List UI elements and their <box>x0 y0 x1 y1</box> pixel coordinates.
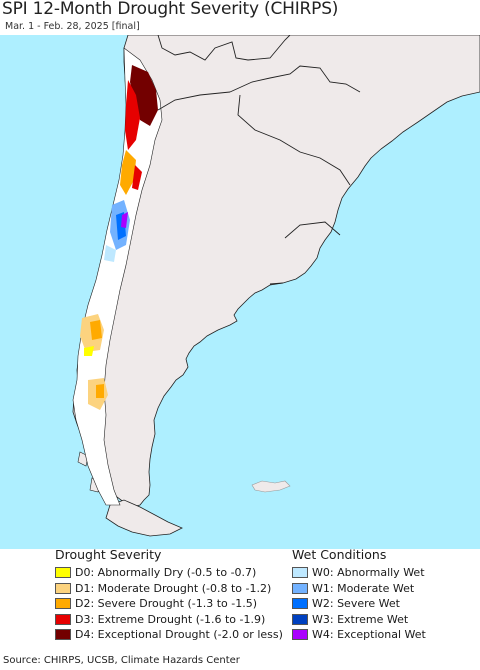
drought-map <box>0 34 480 549</box>
legend-label-d4: D4: Exceptional Drought (-2.0 or less) <box>75 628 283 642</box>
swatch-d3 <box>55 613 71 625</box>
legend-item-w4: W4: Exceptional Wet <box>292 627 426 643</box>
patch-w4 <box>121 212 128 228</box>
legend-item-w3: W3: Extreme Wet <box>292 612 426 628</box>
legend-item-w1: W1: Moderate Wet <box>292 581 426 597</box>
swatch-w1 <box>292 582 308 594</box>
patch-d3-mid <box>132 165 142 190</box>
land-tierra-del-fuego <box>105 499 183 537</box>
legend-label-w2: W2: Severe Wet <box>312 597 400 611</box>
patch-d3-north <box>125 80 140 150</box>
patch-d2-south <box>90 320 102 340</box>
patch-d4-north <box>130 65 158 126</box>
legend-drought: Drought Severity D0: Abnormally Dry (-0.… <box>55 547 283 643</box>
legend-label-w3: W3: Extreme Wet <box>312 612 409 626</box>
swatch-w3 <box>292 613 308 625</box>
map-subtitle: Mar. 1 - Feb. 28, 2025 [final] <box>5 21 140 32</box>
legend-wet-heading: Wet Conditions <box>292 547 387 562</box>
legend-item-d0: D0: Abnormally Dry (-0.5 to -0.7) <box>55 565 283 581</box>
swatch-d0 <box>55 567 71 579</box>
legend-label-w4: W4: Exceptional Wet <box>312 628 426 642</box>
legend-item-d1: D1: Moderate Drought (-0.8 to -1.2) <box>55 581 283 597</box>
legend-item-w0: W0: Abnormally Wet <box>292 565 426 581</box>
patch-d0-south <box>84 346 94 356</box>
swatch-w2 <box>292 598 308 610</box>
legend-item-d2: D2: Severe Drought (-1.3 to -1.5) <box>55 596 283 612</box>
swatch-w4 <box>292 629 308 641</box>
source-credit: Source: CHIRPS, UCSB, Climate Hazards Ce… <box>3 655 240 666</box>
legend-label-d2: D2: Severe Drought (-1.3 to -1.5) <box>75 597 258 611</box>
legend-wet: Wet Conditions W0: Abnormally Wet W1: Mo… <box>292 547 426 643</box>
patch-d2-far-south <box>96 384 104 398</box>
legend-item-d3: D3: Extreme Drought (-1.6 to -1.9) <box>55 612 283 628</box>
border-lines <box>157 34 361 285</box>
legend-label-w1: W1: Moderate Wet <box>312 581 415 595</box>
patch-d2-mid <box>120 150 136 195</box>
map-title: SPI 12-Month Drought Severity (CHIRPS) <box>2 0 339 19</box>
swatch-w0 <box>292 567 308 579</box>
legend-label-d0: D0: Abnormally Dry (-0.5 to -0.7) <box>75 566 257 580</box>
legend-label-d1: D1: Moderate Drought (-0.8 to -1.2) <box>75 581 272 595</box>
legend-drought-heading: Drought Severity <box>55 547 162 562</box>
swatch-d1 <box>55 582 71 594</box>
swatch-d2 <box>55 598 71 610</box>
patch-w0 <box>104 245 116 262</box>
legend-item-d4: D4: Exceptional Drought (-2.0 or less) <box>55 627 283 643</box>
swatch-d4 <box>55 629 71 641</box>
legend-label-d3: D3: Extreme Drought (-1.6 to -1.9) <box>75 612 266 626</box>
land-falklands <box>251 480 291 493</box>
legend-item-w2: W2: Severe Wet <box>292 596 426 612</box>
legend-label-w0: W0: Abnormally Wet <box>312 566 425 580</box>
